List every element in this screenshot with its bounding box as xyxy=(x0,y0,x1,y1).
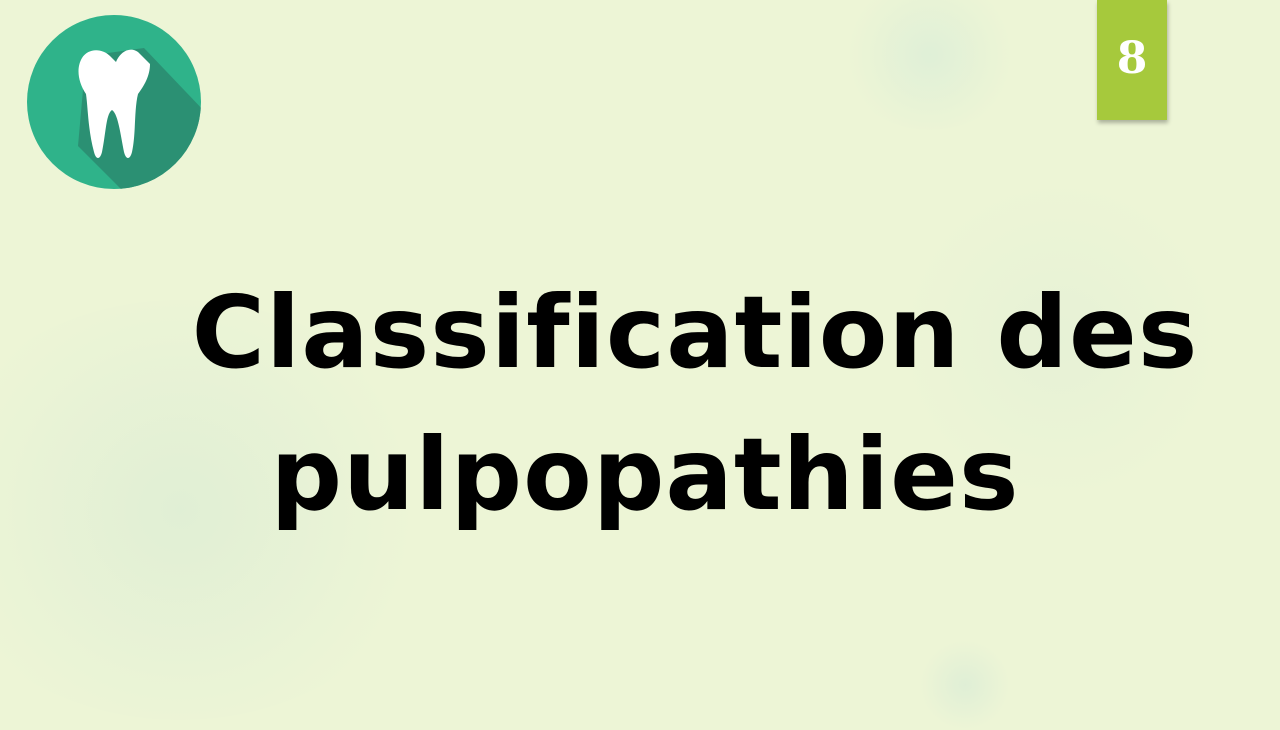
page-number-badge: 8 xyxy=(1097,0,1167,120)
background-glow xyxy=(920,640,1010,730)
tooth-icon xyxy=(27,15,201,189)
tooth-logo xyxy=(26,14,202,190)
slide-title: Classification des pulpopathies xyxy=(80,262,1250,546)
slide-title-line-1: Classification des xyxy=(191,274,1199,391)
background-glow xyxy=(840,0,1020,130)
slide-title-line-2: pulpopathies xyxy=(270,416,1020,533)
